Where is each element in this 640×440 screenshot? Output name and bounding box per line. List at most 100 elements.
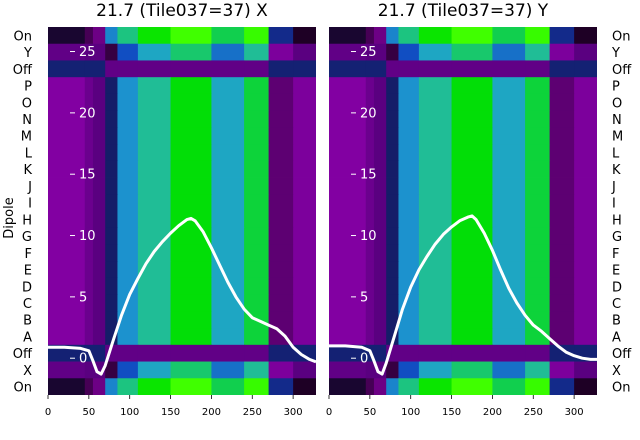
heatmap-cell xyxy=(525,93,551,112)
heatmap-cell xyxy=(329,194,367,212)
row-label: I xyxy=(28,197,32,212)
heatmap-cell xyxy=(170,27,213,45)
heatmap-cell xyxy=(170,60,213,78)
heatmap-cell xyxy=(92,77,106,95)
heatmap-cell xyxy=(293,127,316,145)
heatmap-cell xyxy=(329,344,367,362)
heatmap-cell xyxy=(137,277,172,296)
heatmap-cell xyxy=(211,244,245,262)
heatmap-cell xyxy=(525,294,551,312)
heatmap-cell xyxy=(137,60,172,78)
heatmap-cell xyxy=(137,361,172,379)
heatmap-cell xyxy=(492,177,526,195)
heatmap-cell xyxy=(525,194,551,212)
heatmap-cell xyxy=(525,378,551,395)
x-tick-label: 250 xyxy=(524,407,543,418)
heatmap-cell xyxy=(137,194,172,212)
row-label: On xyxy=(14,29,32,44)
heatmap-cell xyxy=(268,194,294,212)
heatmap-cell xyxy=(92,378,106,395)
heatmap-cell xyxy=(268,160,294,178)
heatmap-cell xyxy=(117,227,139,245)
heatmap-cell xyxy=(92,194,106,212)
heatmap-cell xyxy=(329,277,367,296)
heatmap-cell xyxy=(329,27,367,45)
heatmap-cell xyxy=(451,294,494,312)
heatmap-cell xyxy=(244,227,270,245)
heatmap-cell xyxy=(293,227,316,245)
heatmap-cell xyxy=(84,361,94,379)
heatmap-cell xyxy=(48,361,86,379)
heatmap-cell xyxy=(398,361,420,379)
heatmap-cell xyxy=(418,144,453,162)
heatmap-cell xyxy=(398,177,420,195)
heatmap-cell xyxy=(373,127,387,145)
heatmap-cell xyxy=(574,328,597,346)
heatmap-cell xyxy=(386,127,400,145)
row-label: X xyxy=(612,364,621,379)
heatmap-cell xyxy=(398,60,420,78)
heatmap-cell xyxy=(574,93,597,112)
heatmap-cell xyxy=(549,244,575,262)
heatmap-cell xyxy=(525,277,551,296)
heatmap-cell xyxy=(117,244,139,262)
heatmap-cell xyxy=(365,43,375,61)
heatmap-cell xyxy=(117,160,139,178)
x-tick-label: 200 xyxy=(202,407,221,418)
heatmap-cell xyxy=(549,277,575,296)
heatmap-cell xyxy=(268,177,294,195)
heatmap-cell xyxy=(386,261,400,279)
heatmap-cell xyxy=(92,328,106,346)
heatmap-cell xyxy=(398,211,420,229)
heatmap-cell xyxy=(117,110,139,128)
heatmap-cell xyxy=(386,211,400,229)
heatmap-cell xyxy=(117,261,139,279)
heatmap-cell xyxy=(492,378,526,395)
panel-2: 0 5 10 15 20 25 21.7 (Tile037=37) Y On Y Off PONML… xyxy=(326,1,632,418)
heatmap-cell xyxy=(117,27,139,45)
x-tick-label: 100 xyxy=(401,407,420,418)
heatmap-cell xyxy=(365,277,375,296)
heatmap-cell xyxy=(170,344,213,362)
heatmap-cell xyxy=(492,194,526,212)
heatmap-cell xyxy=(137,160,172,178)
x-tick-label: 300 xyxy=(565,407,584,418)
heatmap-cell xyxy=(137,110,172,128)
heatmap-cell xyxy=(105,77,119,95)
heatmap-cell xyxy=(574,311,597,329)
heatmap-cell xyxy=(549,160,575,178)
heatmap-cell xyxy=(268,311,294,329)
heatmap-cell xyxy=(492,328,526,346)
heatmap-cell xyxy=(549,93,575,112)
heatmap-cell xyxy=(268,43,294,61)
heatmap-cell xyxy=(398,344,420,362)
heatmap-cell xyxy=(117,378,139,395)
heatmap-cell xyxy=(365,144,375,162)
heatmap-cell xyxy=(451,344,494,362)
row-label: On xyxy=(612,381,630,396)
heatmap-cell xyxy=(48,244,86,262)
heatmap-cell xyxy=(244,43,270,61)
heatmap-cell xyxy=(211,27,245,45)
heatmap-cell xyxy=(105,177,119,195)
heatmap-cell xyxy=(492,144,526,162)
heatmap-cell xyxy=(244,77,270,95)
heatmap-cell xyxy=(451,194,494,212)
heatmap-cell xyxy=(329,261,367,279)
heatmap-cell xyxy=(525,344,551,362)
heatmap-cell xyxy=(92,311,106,329)
heatmap-cell xyxy=(105,261,119,279)
x-tick-label: 300 xyxy=(284,407,303,418)
heatmap-cell xyxy=(574,110,597,128)
heatmap-cell xyxy=(329,311,367,329)
heatmap-cell xyxy=(373,211,387,229)
heatmap-cell xyxy=(105,244,119,262)
heatmap-cell xyxy=(525,160,551,178)
heatmap-cell xyxy=(268,261,294,279)
row-label: E xyxy=(24,264,32,279)
heatmap-cell xyxy=(211,378,245,395)
heatmap-cell xyxy=(398,261,420,279)
heatmap-cell xyxy=(117,77,139,95)
heatmap-cell xyxy=(525,43,551,61)
heatmap-cell xyxy=(451,110,494,128)
